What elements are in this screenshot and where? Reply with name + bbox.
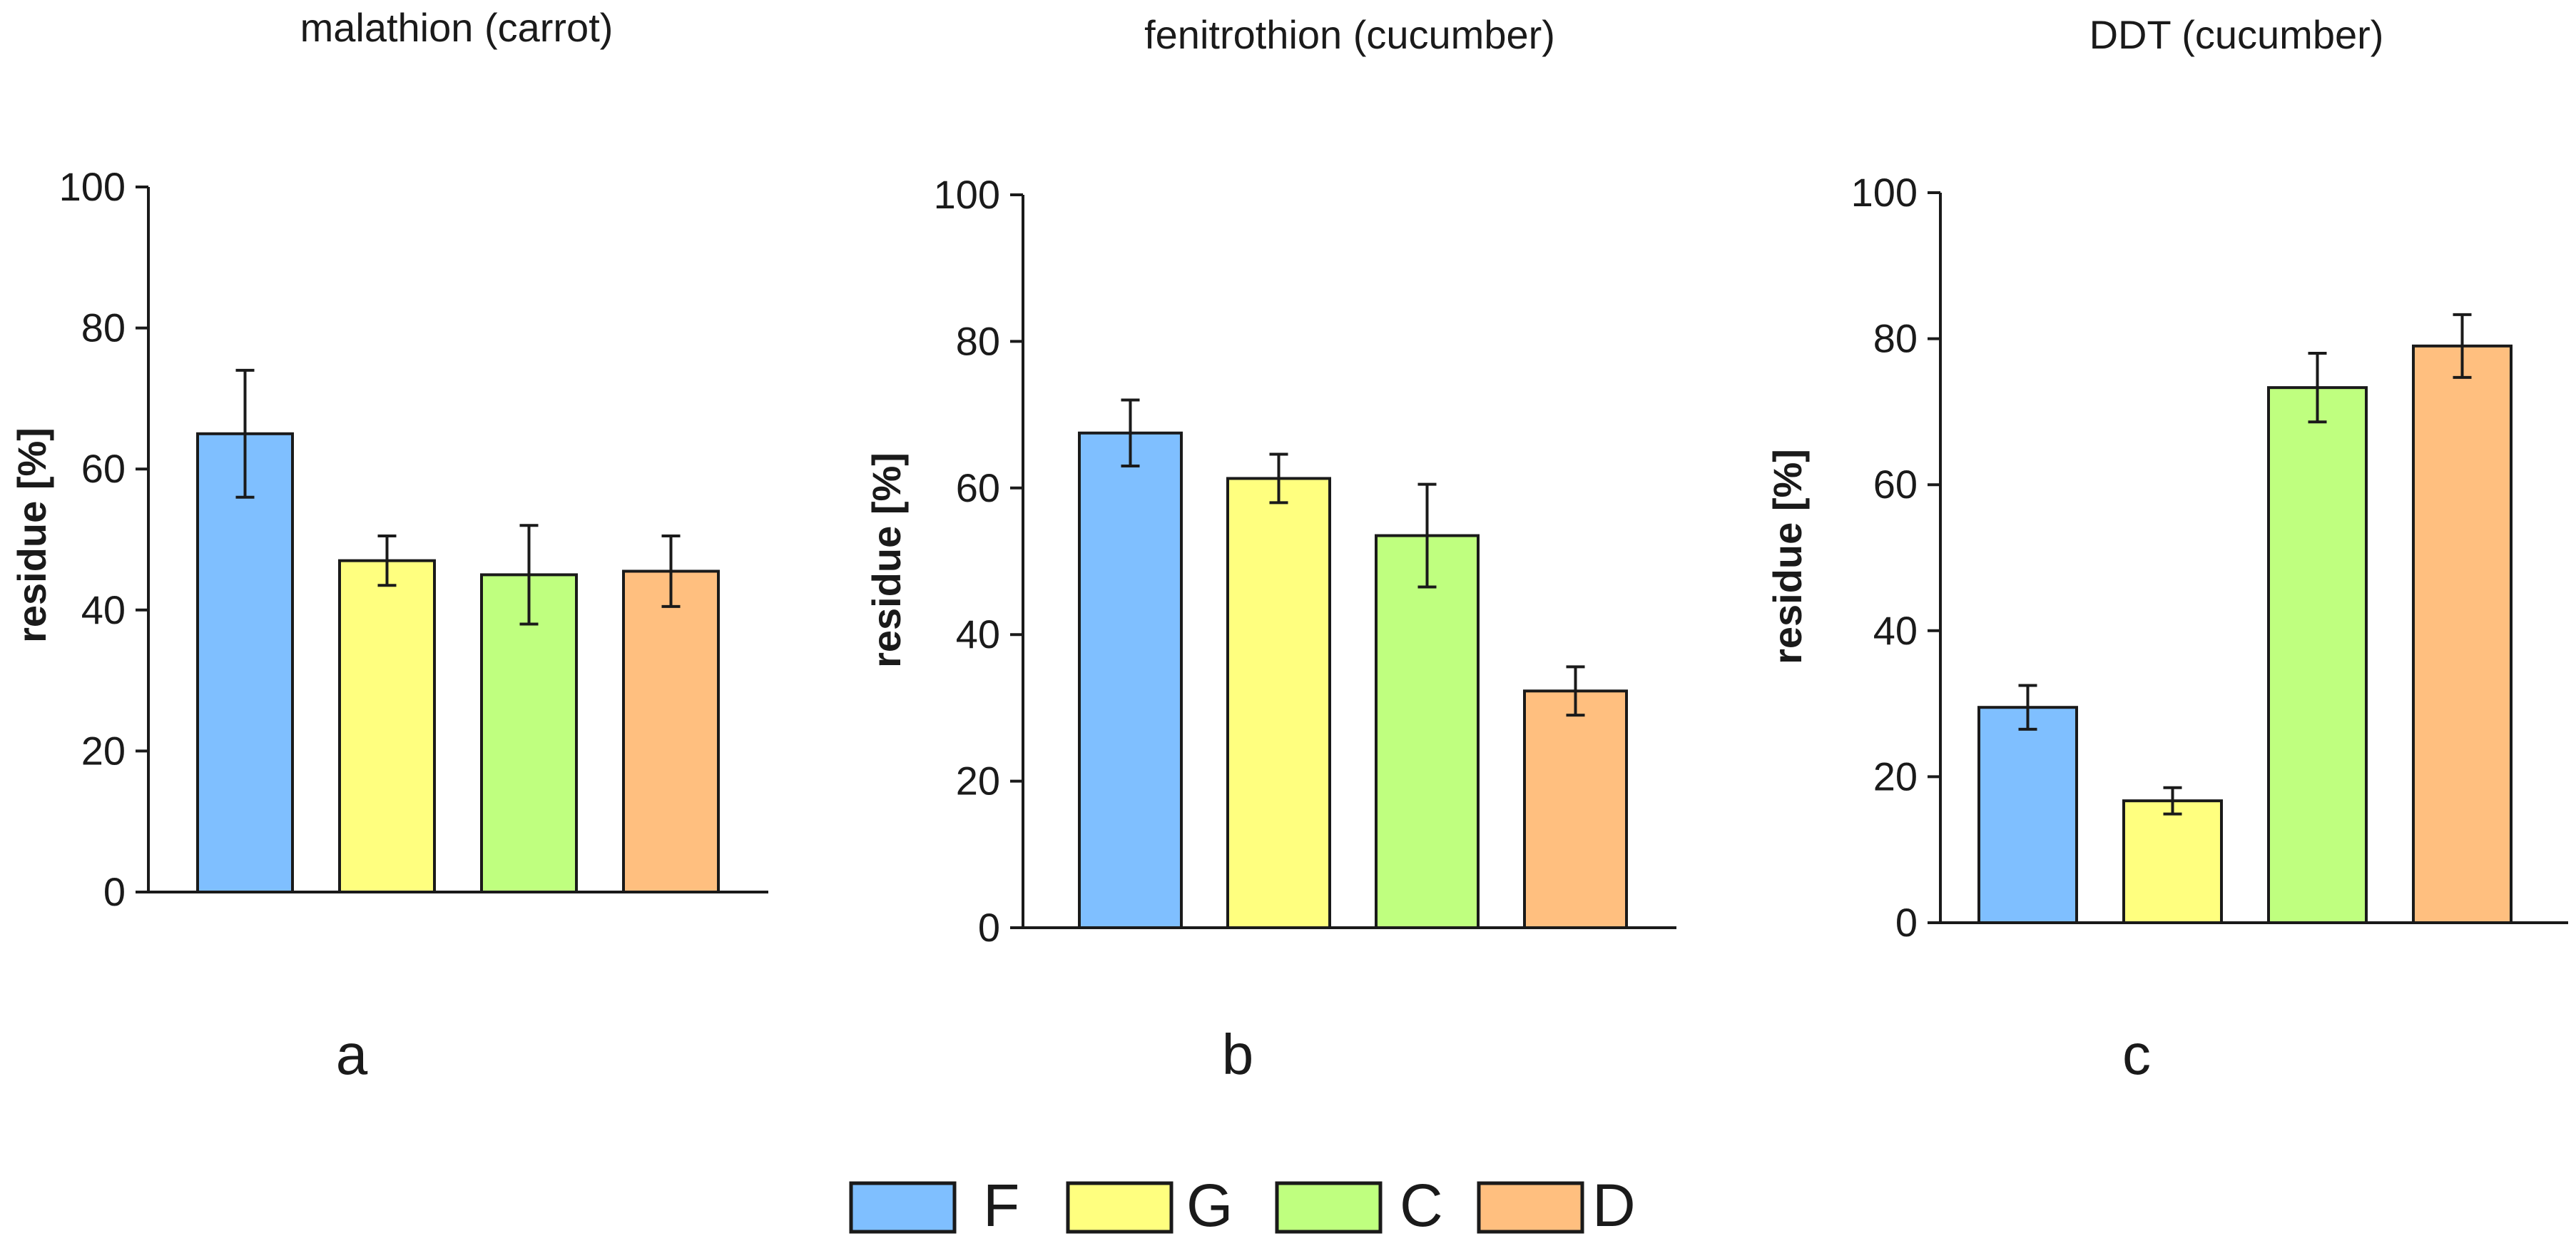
y-tick-label: 20	[956, 759, 1000, 804]
bar-c	[480, 573, 578, 894]
y-tick-label: 80	[956, 318, 1000, 363]
y-tick-label: 80	[81, 305, 126, 350]
panel-c: DDT (cucumber) residue [%] c 0 20 40 60 80 10…	[1765, 12, 2568, 1086]
bar-f	[1078, 431, 1183, 929]
y-tick-label: 0	[1895, 900, 1918, 945]
y-tick-label: 20	[81, 728, 126, 773]
panel-title: DDT (cucumber)	[2089, 12, 2384, 57]
legend-label-d: D	[1592, 1172, 1636, 1239]
legend-swatch-f	[849, 1181, 957, 1234]
panel-b: fenitrothion (cucumber) residue [%] b 0 2…	[864, 12, 1676, 1086]
y-axis-label: residue [%]	[864, 452, 909, 668]
bar-c	[1375, 534, 1480, 929]
y-tick-label: 60	[1873, 462, 1918, 507]
bar-f	[196, 432, 294, 893]
y-tick-label: 100	[59, 164, 126, 209]
legend-label-g: G	[1186, 1172, 1233, 1239]
bar-g	[1226, 477, 1331, 929]
y-tick-label: 60	[81, 446, 126, 491]
y-tick-label: 100	[1851, 170, 1918, 215]
legend-label-c: C	[1400, 1172, 1443, 1239]
legend-swatch-c	[1275, 1181, 1383, 1234]
panel-letter: a	[336, 1023, 368, 1086]
panel-letter: c	[2122, 1023, 2151, 1086]
bar-f	[1977, 706, 2078, 925]
bar-g	[338, 559, 436, 893]
y-axis-label: residue [%]	[1765, 449, 1810, 664]
y-tick-label: 80	[1873, 316, 1918, 361]
legend-label-f: F	[983, 1172, 1019, 1239]
y-axis-label: residue [%]	[9, 427, 54, 643]
panel-a: malathion (carrot) residue [%] a 0 20 40 60…	[9, 5, 768, 1086]
panel-title: fenitrothion (cucumber)	[1144, 12, 1555, 57]
legend: F G C D	[849, 1172, 1636, 1239]
bar-d	[622, 569, 720, 894]
bar-d	[2412, 344, 2513, 924]
y-tick-label: 60	[956, 465, 1000, 510]
legend-item-c: C	[1275, 1172, 1443, 1239]
y-tick-label: 40	[956, 612, 1000, 657]
legend-item-d: D	[1477, 1172, 1636, 1239]
legend-swatch-g	[1066, 1181, 1174, 1234]
legend-item-f: F	[849, 1172, 1019, 1239]
legend-item-g: G	[1066, 1172, 1233, 1239]
panel-letter: b	[1222, 1023, 1254, 1086]
y-tick-label: 100	[934, 172, 1000, 217]
legend-swatch-d	[1477, 1181, 1584, 1234]
bar-d	[1523, 689, 1628, 929]
panel-title: malathion (carrot)	[300, 5, 614, 50]
y-tick-label: 0	[103, 869, 126, 914]
y-tick-label: 40	[1873, 608, 1918, 653]
bar-g	[2122, 799, 2223, 925]
bar-c	[2267, 386, 2368, 924]
y-tick-label: 40	[81, 587, 126, 632]
y-tick-label: 20	[1873, 754, 1918, 799]
y-tick-label: 0	[978, 905, 1000, 950]
